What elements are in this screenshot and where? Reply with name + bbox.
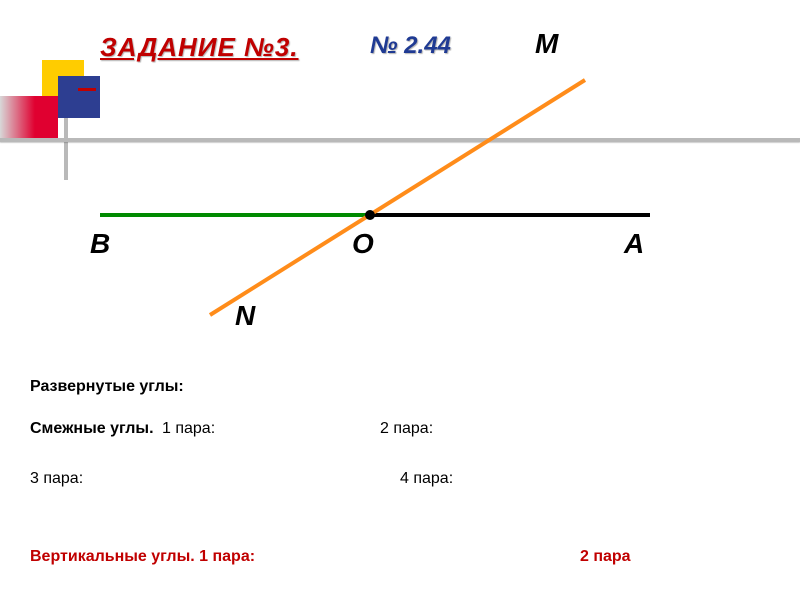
pair2-label: 2 пара:: [380, 420, 433, 438]
text-adjacent-label: Смежные углы. 1 пара:: [30, 420, 215, 438]
pair1-label: 1 пара:: [162, 420, 215, 437]
segment-NM: [210, 80, 585, 315]
pair3-label: 3 пара:: [30, 470, 83, 488]
pair4-label: 4 пара:: [400, 470, 453, 488]
label-M: M: [535, 28, 558, 60]
text-straight-angles: Развернутые углы:: [30, 378, 184, 396]
vertical-pair2-label: 2 пара: [580, 548, 631, 566]
adjacent-label: Смежные углы.: [30, 420, 154, 437]
label-A: A: [624, 228, 644, 260]
label-N: N: [235, 300, 255, 332]
point-O: [365, 210, 375, 220]
label-B: B: [90, 228, 110, 260]
vertical-angles-label: Вертикальные углы. 1 пара:: [30, 548, 255, 566]
label-O: O: [352, 228, 374, 260]
angle-diagram: [0, 0, 800, 600]
